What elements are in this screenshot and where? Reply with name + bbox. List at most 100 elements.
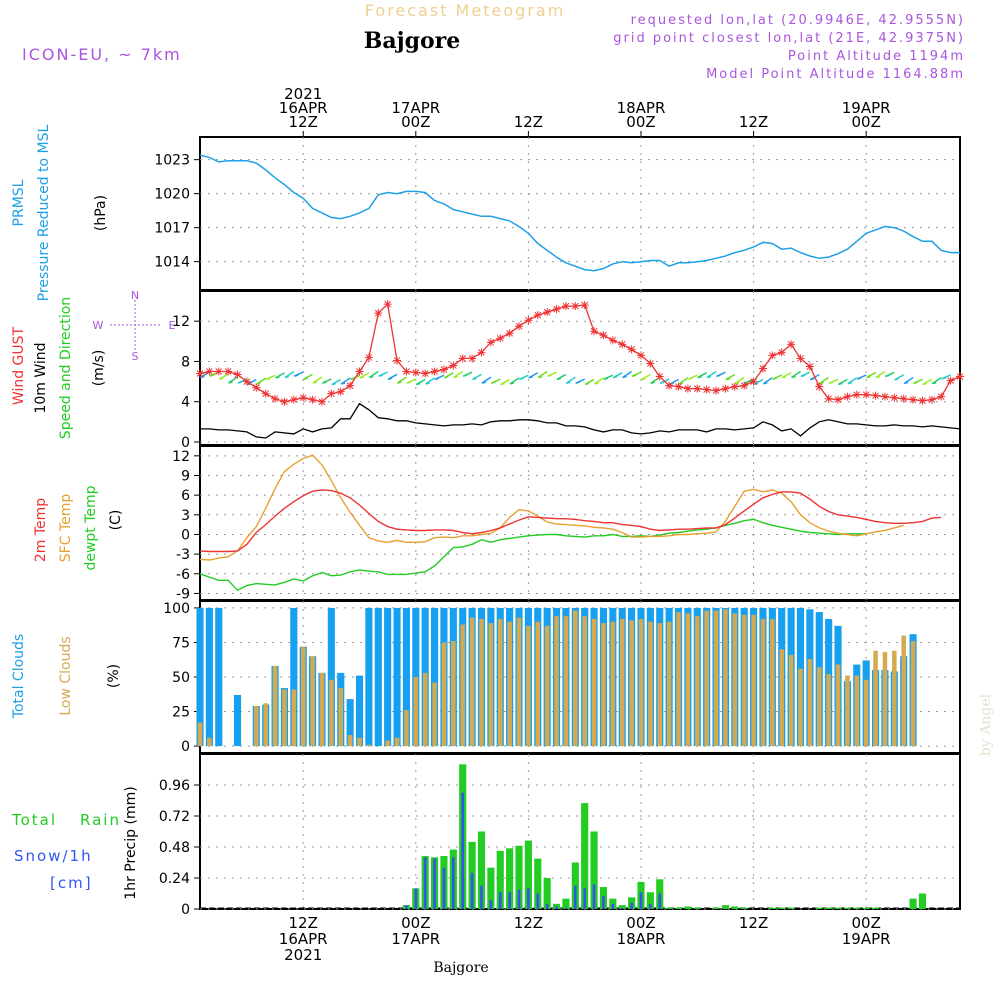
low-cloud-bar [394,737,400,747]
pressure-ytick-label: 1014 [154,255,190,271]
low-cloud-bar [751,614,756,747]
top-time-label: 12Z [739,113,768,131]
gust-marker [383,300,392,309]
gust-marker [317,397,326,406]
gust-marker [364,353,373,362]
top-time-label: 17APR [391,99,440,117]
gust-marker [890,393,899,402]
total-cloud-bar [402,607,410,747]
wind-direction-arrow-head [209,374,214,377]
dewpt-label: dewpt Temp [83,485,99,570]
rain-bar [693,907,701,909]
rain-bar [712,907,720,909]
wind-direction-arrow-head [575,381,580,384]
gust-marker [590,327,599,336]
snow-bar [639,892,643,909]
bottom-time-label: 00Z [626,914,655,932]
low-cloud-bar [263,703,268,747]
bottom-time-label: 17APR [391,930,440,948]
compass-e: E [169,319,176,332]
wind-direction-arrow-head [284,375,290,379]
rain-bar [909,898,917,909]
low-cloud-bar [488,623,494,747]
low-cloud-bar [460,624,465,747]
compass-n: N [131,289,139,302]
wind-direction-arrow-head [462,374,468,377]
wind-direction-arrow-head [913,381,918,385]
low-cloud-bar [648,621,653,747]
low-cloud-bar [310,656,315,747]
gust-marker [834,395,843,404]
gust-marker [402,367,411,376]
low-cloud-bar [873,650,878,747]
gust-marker [787,340,796,349]
rain-bar [862,907,870,909]
wind-direction-arrow-head [218,377,224,380]
wind-direction-arrow-head [706,375,712,379]
pressure-unit-label: (hPa) [93,195,109,231]
wind-direction-arrow-head [275,376,280,379]
location-title: Bajgore [364,28,460,54]
gust-marker [758,364,767,373]
gust-marker [805,362,814,371]
temp-unit-label: (C) [108,510,124,531]
gust-marker [815,382,824,391]
wind-direction-arrow-head [265,377,271,381]
pressure-panel: 1014 1017 1020 1023 [154,136,961,291]
low-cloud-bar [197,722,203,747]
rain-bar [665,907,673,909]
precip-ytick-label: 0.24 [159,871,190,887]
low-cloud-bar [563,616,569,747]
gust-marker [740,381,749,390]
low-cloud-bar [385,740,390,747]
low-cloud-bar [910,641,916,747]
gust-marker [796,354,805,363]
low-cloud-bar [207,737,212,747]
gust-marker [946,376,955,385]
wind-direction-arrow-head [903,381,909,385]
gust-marker [196,369,204,378]
gust-marker [224,367,233,376]
temperature-panel: -9 -6 -3 0 3 6 9 12 [172,445,961,602]
low-cloud-bar [469,617,475,747]
rain-bar [871,907,880,909]
low-cloud-bar [413,677,419,747]
snow-bar [433,858,436,909]
rain-bar [477,831,486,909]
wind-direction-arrow-head [425,382,430,385]
compass-rose: N S W E [93,289,176,363]
temperature-ytick-label: 3 [181,508,190,524]
snow-bar [461,792,465,909]
gust-marker [336,387,345,396]
gust-line [199,302,961,403]
gust-marker [374,309,383,318]
rain-bar [506,848,514,909]
model-altitude: Model Point Altitude 1164.88m [706,67,965,82]
total-cloud-bar [215,607,223,747]
low-cloud-bar [300,646,306,747]
temperature-ytick-label: 12 [172,449,190,465]
low-cloud-bar [516,617,522,747]
rain-bar [618,905,626,909]
gust-marker [515,322,524,331]
gust-marker [683,384,692,393]
gust-marker [702,385,711,394]
low-cloud-bar [357,737,362,747]
snow-bar [527,888,530,909]
wind-direction-arrow-head [735,381,740,385]
gust-marker [721,384,730,393]
wind-direction-arrow-head [416,382,421,386]
wind-ytick-label: 12 [172,314,190,330]
low-cloud-bar [282,689,287,747]
wind-direction-arrow-head [406,381,411,384]
rain-bar [524,840,532,909]
total-cloud-bar [233,694,242,747]
rain-bar [843,907,851,909]
wind-direction-arrow-head [472,377,477,381]
wind-direction-arrow-head [763,382,768,385]
snow-bar [423,857,427,909]
wind-direction-arrow-head [519,377,524,381]
gust-marker [909,395,918,404]
wind-direction-arrow-head [594,382,599,385]
rain-bar [562,898,570,909]
